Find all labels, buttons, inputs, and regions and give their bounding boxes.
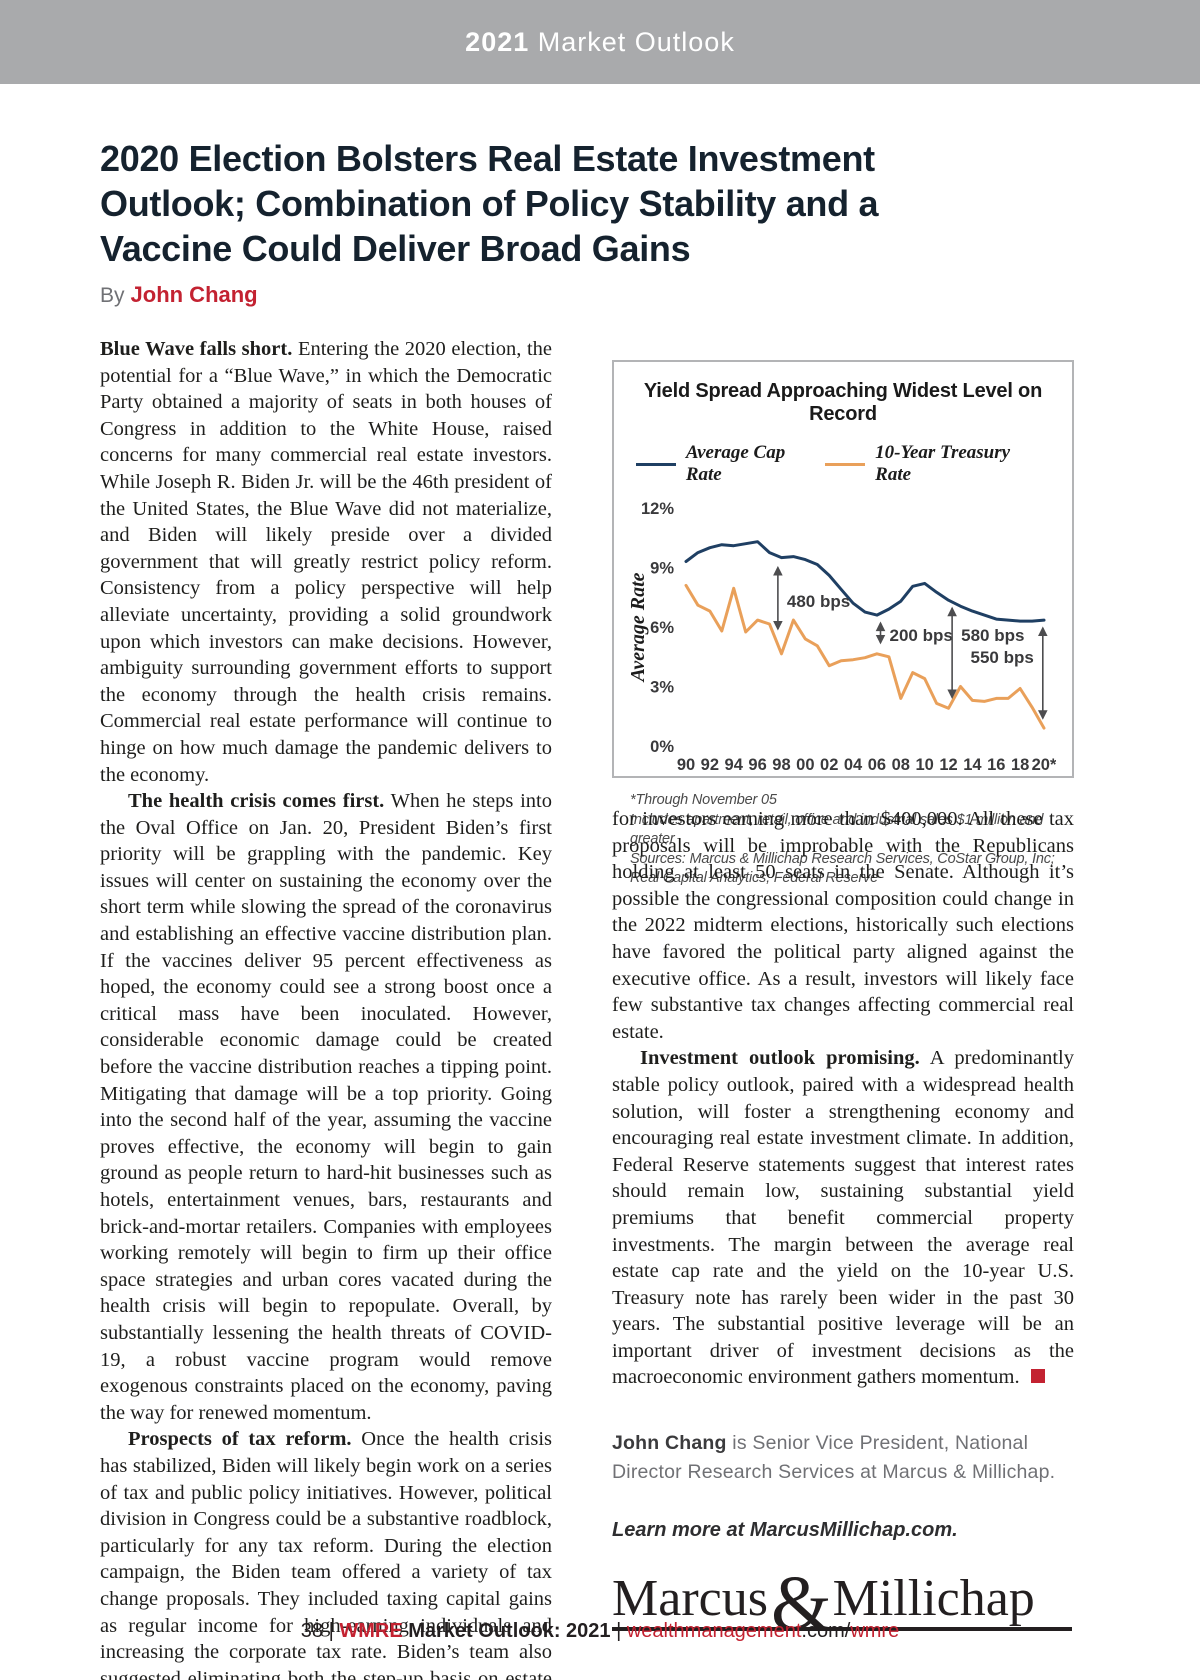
- svg-text:12%: 12%: [641, 500, 674, 518]
- svg-text:12: 12: [939, 756, 957, 774]
- chart-footnote-sources: Sources: Marcus & Millichap Research Ser…: [630, 850, 1055, 867]
- author-bio: John Chang is Senior Vice President, Nat…: [612, 1429, 1074, 1487]
- legend-label-cap-rate: Average Cap Rate: [685, 442, 786, 485]
- svg-text:Average Rate: Average Rate: [630, 572, 649, 683]
- byline-author: John Chang: [130, 282, 258, 307]
- learn-more-link[interactable]: Learn more at MarcusMillichap.com.: [612, 1519, 958, 1542]
- article-end-mark: [1030, 1369, 1045, 1384]
- paragraph-text: When he steps into the Oval Office on Ja…: [100, 790, 552, 1424]
- author-bio-text: is Senior Vice President, National Direc…: [612, 1432, 1056, 1484]
- svg-text:14: 14: [963, 756, 982, 774]
- paragraph-lead: Investment outlook promising.: [640, 1047, 920, 1070]
- legend-label-treasury-rate: 10-Year Treasury Rate: [875, 442, 1011, 485]
- legend-item-cap-rate: Average Cap Rate: [636, 442, 825, 486]
- svg-text:08: 08: [892, 756, 910, 774]
- svg-text:96: 96: [748, 756, 766, 774]
- svg-text:10: 10: [915, 756, 933, 774]
- header-title-rest: Market Outlook: [529, 26, 735, 57]
- chart-footnote-includes: Includes apartment, retail, office and i…: [630, 811, 1044, 848]
- chart-footnotes: *Through November 05 Includes apartment,…: [630, 791, 1056, 889]
- svg-text:18: 18: [1011, 756, 1029, 774]
- svg-text:00: 00: [796, 756, 814, 774]
- footer-brand: WMRE: [339, 1620, 403, 1642]
- logo-word-marcus: Marcus: [612, 1569, 768, 1627]
- svg-text:16: 16: [987, 756, 1005, 774]
- chart-footnote-sources2: Real Capital Analytics; Federal Reserve: [630, 870, 878, 886]
- article-title: 2020 Election Bolsters Real Estate Inves…: [100, 136, 960, 271]
- paragraph-investors-continuation: for investors earning more than $400,000…: [612, 806, 1074, 1045]
- article-column-left: Blue Wave falls short. Entering the 2020…: [100, 336, 552, 1680]
- paragraph-blue-wave: Blue Wave falls short. Entering the 2020…: [100, 336, 552, 788]
- footer-issue: Market Outlook: 2021: [402, 1620, 611, 1642]
- byline-prefix: By: [100, 284, 125, 307]
- article-title-line1: 2020 Election Bolsters Real Estate Inves…: [100, 138, 875, 179]
- svg-text:02: 02: [820, 756, 838, 774]
- svg-text:6%: 6%: [650, 619, 674, 637]
- footer-separator: |: [323, 1620, 340, 1642]
- footer-separator2: |: [610, 1620, 627, 1642]
- yield-spread-chart: 0% 3% 6% 9% 12% 90 92 94 96 98 00 02 04 06 08 10 12 14 16 1…: [627, 500, 1057, 783]
- page-header-band: 2021 Market Outlook: [0, 0, 1200, 84]
- svg-text:06: 06: [868, 756, 886, 774]
- footer-page-number: 38: [300, 1620, 324, 1642]
- chart-footnote-through: *Through November 05: [630, 792, 777, 808]
- paragraph-text: Entering the 2020 election, the potentia…: [100, 338, 553, 786]
- paragraph-investment-outlook: Investment outlook promising. A predomin…: [612, 1045, 1074, 1391]
- svg-text:480 bps: 480 bps: [787, 592, 850, 611]
- svg-text:20*: 20*: [1032, 756, 1056, 774]
- svg-text:92: 92: [701, 756, 719, 774]
- svg-text:98: 98: [772, 756, 790, 774]
- article-title-line2: Outlook; Combination of Policy Stability…: [100, 183, 879, 224]
- page-footer: 38 | WMRE Market Outlook: 2021 | wealthm…: [0, 1620, 1200, 1643]
- article-column-right: for investors earning more than $400,000…: [612, 806, 1074, 1641]
- paragraph-lead: The health crisis comes first.: [128, 790, 385, 813]
- author-bio-name: John Chang: [612, 1432, 727, 1455]
- paragraph-text: Once the health crisis has stabilized, B…: [100, 1428, 552, 1680]
- yield-spread-chart-panel: Yield Spread Approaching Widest Level on…: [612, 360, 1074, 886]
- paragraph-text: for investors earning more than $400,000…: [612, 808, 1074, 1043]
- paragraph-lead: Prospects of tax reform.: [128, 1428, 352, 1451]
- treasury-rate-line-swatch: [825, 462, 866, 466]
- footer-site-link[interactable]: wealthmanagement: [626, 1620, 802, 1642]
- legend-item-treasury-rate: 10-Year Treasury Rate: [825, 442, 1050, 486]
- svg-text:9%: 9%: [650, 560, 674, 578]
- chart-legend: Average Cap Rate 10-Year Treasury Rate: [630, 442, 1056, 486]
- svg-text:04: 04: [844, 756, 863, 774]
- paragraph-lead: Blue Wave falls short.: [100, 338, 293, 360]
- article-title-line3: Vaccine Could Deliver Broad Gains: [100, 228, 691, 269]
- svg-text:90: 90: [677, 756, 695, 774]
- marcus-millichap-logo: Marcus&Millichap: [612, 1563, 1072, 1641]
- header-title-year: 2021: [465, 26, 530, 57]
- paragraph-tax-reform: Prospects of tax reform. Once the health…: [100, 1426, 552, 1680]
- footer-domain: .com/: [801, 1620, 851, 1642]
- logo-word-millichap: Millichap: [832, 1569, 1035, 1627]
- footer-path-link[interactable]: wmre: [850, 1620, 900, 1642]
- svg-text:0%: 0%: [650, 738, 674, 756]
- svg-text:94: 94: [725, 756, 744, 774]
- cap-rate-line-swatch: [636, 462, 676, 466]
- paragraph-health-crisis: The health crisis comes first. When he s…: [100, 788, 552, 1426]
- svg-text:3%: 3%: [650, 679, 674, 697]
- chart-title: Yield Spread Approaching Widest Level on…: [643, 380, 1043, 425]
- byline: By John Chang: [100, 282, 258, 308]
- paragraph-text: A predominantly stable policy outlook, p…: [612, 1047, 1074, 1389]
- svg-text:580 bps: 580 bps: [961, 626, 1024, 645]
- svg-text:200 bps: 200 bps: [890, 626, 953, 645]
- svg-text:550 bps: 550 bps: [970, 648, 1033, 667]
- header-title: 2021 Market Outlook: [465, 27, 735, 58]
